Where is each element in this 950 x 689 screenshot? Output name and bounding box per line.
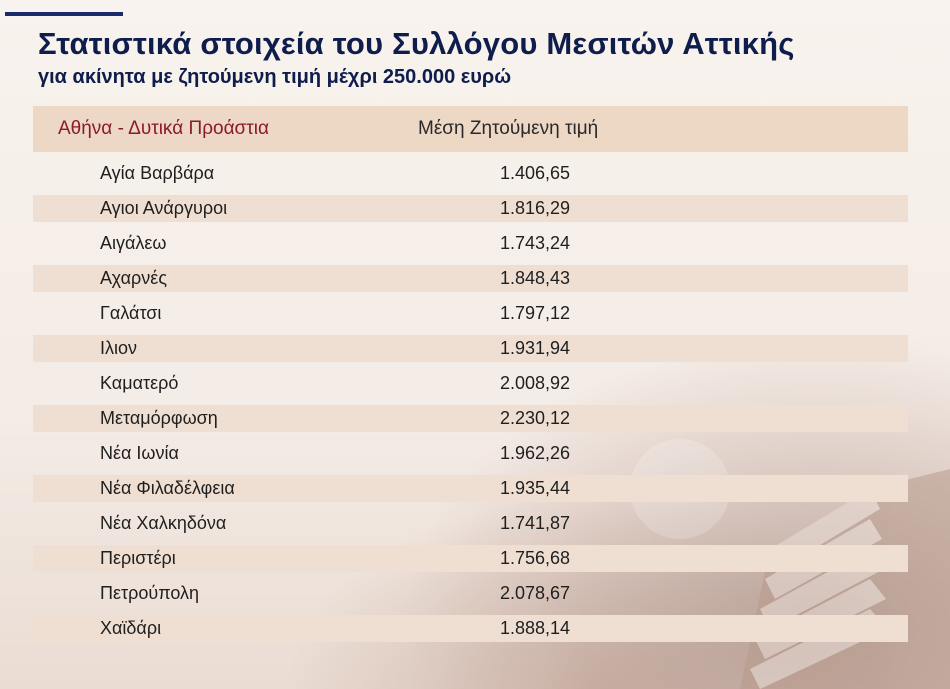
table-row: Νέα Ιωνία 1.962,26 bbox=[33, 440, 908, 467]
price-table: Αθήνα - Δυτικά Προάστια Μέση Ζητούμενη τ… bbox=[33, 106, 908, 650]
area-price: 1.848,43 bbox=[500, 268, 571, 288]
table-row: Περιστέρι 1.756,68 bbox=[33, 545, 908, 572]
area-name: Αχαρνές bbox=[100, 268, 167, 288]
area-name: Νέα Φιλαδέλφεια bbox=[100, 478, 235, 498]
table-row: Αχαρνές 1.848,43 bbox=[33, 265, 908, 292]
area-name: Καματερό bbox=[100, 373, 179, 393]
table-row: Νέα Φιλαδέλφεια 1.935,44 bbox=[33, 475, 908, 502]
table-body: Αγία Βαρβάρα 1.406,65 Αγιοι Ανάργυροι 1.816… bbox=[33, 160, 908, 642]
accent-bar bbox=[5, 12, 123, 16]
table-header: Αθήνα - Δυτικά Προάστια Μέση Ζητούμενη τ… bbox=[33, 106, 908, 152]
area-name: Περιστέρι bbox=[100, 548, 176, 568]
table-row: Αγία Βαρβάρα 1.406,65 bbox=[33, 160, 908, 187]
area-name: Νέα Χαλκηδόνα bbox=[100, 513, 227, 533]
area-name: Αγιοι Ανάργυροι bbox=[100, 198, 228, 218]
table-row: Αγιοι Ανάργυροι 1.816,29 bbox=[33, 195, 908, 222]
area-name: Γαλάτσι bbox=[100, 303, 162, 323]
area-name: Νέα Ιωνία bbox=[100, 443, 179, 463]
area-price: 1.741,87 bbox=[500, 513, 571, 533]
area-name: Αιγάλεω bbox=[100, 233, 167, 253]
area-price: 1.756,68 bbox=[500, 548, 571, 568]
table-row: Χαϊδάρι 1.888,14 bbox=[33, 615, 908, 642]
page-subtitle: για ακίνητα με ζητούμενη τιμή μέχρι 250.… bbox=[38, 66, 512, 88]
area-price: 1.743,24 bbox=[500, 233, 571, 253]
table-row: Αιγάλεω 1.743,24 bbox=[33, 230, 908, 257]
area-name: Μεταμόρφωση bbox=[100, 408, 218, 428]
table-row: Γαλάτσι 1.797,12 bbox=[33, 300, 908, 327]
area-price: 2.230,12 bbox=[500, 408, 571, 428]
area-name: Ιλιον bbox=[100, 338, 138, 358]
column-header-price: Μέση Ζητούμενη τιμή bbox=[418, 118, 599, 139]
column-header-area: Αθήνα - Δυτικά Προάστια bbox=[58, 118, 269, 139]
area-price: 2.008,92 bbox=[500, 373, 571, 393]
table-row: Καματερό 2.008,92 bbox=[33, 370, 908, 397]
table-row: Ιλιον 1.931,94 bbox=[33, 335, 908, 362]
area-price: 2.078,67 bbox=[500, 583, 571, 603]
table-row: Νέα Χαλκηδόνα 1.741,87 bbox=[33, 510, 908, 537]
area-price: 1.816,29 bbox=[500, 198, 571, 218]
area-price: 1.931,94 bbox=[500, 338, 571, 358]
area-price: 1.962,26 bbox=[500, 443, 571, 463]
area-price: 1.406,65 bbox=[500, 163, 571, 183]
area-price: 1.797,12 bbox=[500, 303, 571, 323]
area-name: Αγία Βαρβάρα bbox=[100, 163, 215, 183]
table-row: Μεταμόρφωση 2.230,12 bbox=[33, 405, 908, 432]
area-name: Πετρούπολη bbox=[100, 583, 200, 603]
area-price: 1.935,44 bbox=[500, 478, 571, 498]
page-title: Στατιστικά στοιχεία του Συλλόγου Μεσιτών… bbox=[38, 26, 795, 61]
area-price: 1.888,14 bbox=[500, 618, 571, 638]
table-row: Πετρούπολη 2.078,67 bbox=[33, 580, 908, 607]
area-name: Χαϊδάρι bbox=[100, 618, 162, 638]
